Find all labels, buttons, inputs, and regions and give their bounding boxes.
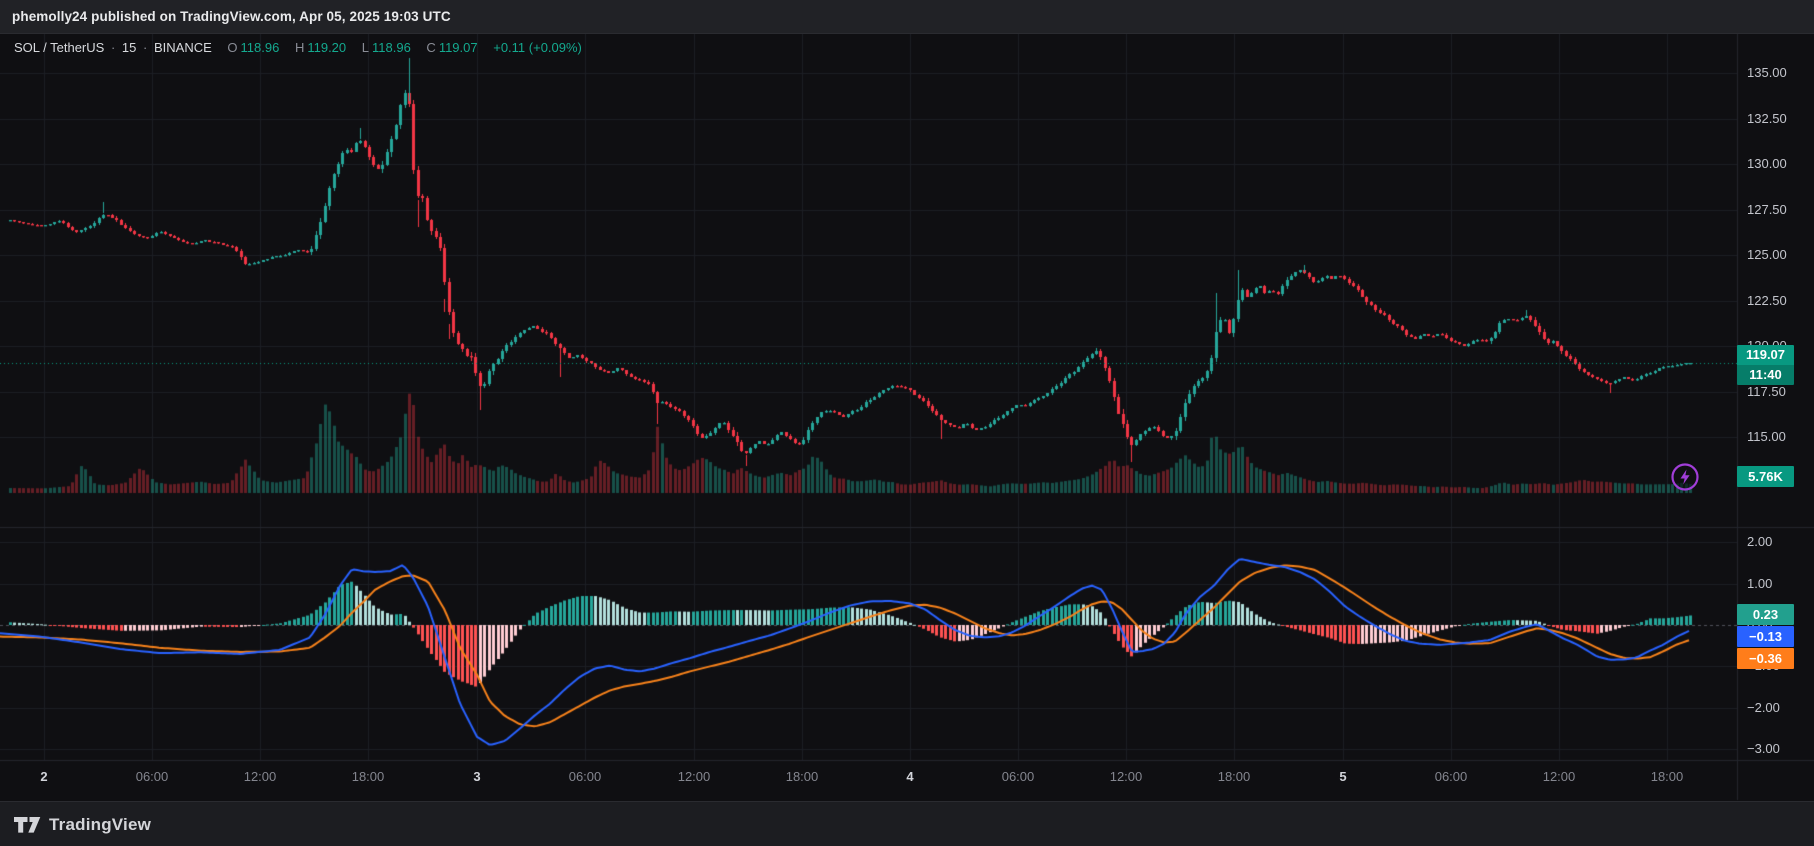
snapshot-attribution: phemolly24 published on TradingView.com,… bbox=[12, 9, 451, 24]
open-value: 118.96 bbox=[240, 40, 280, 55]
time-tick-label: 06:00 bbox=[568, 769, 602, 784]
time-tick-label: 06:00 bbox=[1001, 769, 1035, 784]
high-value: 119.20 bbox=[307, 40, 347, 55]
symbol-title[interactable]: SOL / TetherUS bbox=[14, 40, 105, 55]
time-tick-label: 12:00 bbox=[677, 769, 711, 784]
price-tick-label: 130.00 bbox=[1747, 156, 1787, 171]
last-price-value: 119.07 bbox=[1745, 347, 1786, 362]
snapshot-header-bar: phemolly24 published on TradingView.com,… bbox=[0, 0, 1814, 34]
time-tick-label: 06:00 bbox=[135, 769, 169, 784]
macd-signal-chip: −0.36 bbox=[1737, 648, 1794, 669]
time-tick-label: 18:00 bbox=[351, 769, 385, 784]
macd-tick-label: 1.00 bbox=[1747, 575, 1773, 591]
lightning-icon bbox=[1671, 463, 1699, 491]
time-tick-label: 12:00 bbox=[243, 769, 277, 784]
time-tick-label: 06:00 bbox=[1434, 769, 1468, 784]
time-tick-label: 12:00 bbox=[1542, 769, 1576, 784]
price-tick-label: 127.50 bbox=[1747, 201, 1787, 217]
time-tick-label: 3 bbox=[473, 769, 481, 784]
close-label: C bbox=[426, 40, 436, 55]
macd-line-chip: −0.13 bbox=[1737, 626, 1794, 647]
price-tick-label: 132.50 bbox=[1747, 110, 1787, 126]
last-price-chip: 119.07 11:40 bbox=[1737, 345, 1794, 385]
volume-chip: 5.76K bbox=[1737, 466, 1794, 487]
price-tick-label: 122.50 bbox=[1747, 292, 1787, 308]
price-tick-label: 125.00 bbox=[1747, 247, 1787, 262]
high-label: H bbox=[294, 40, 305, 55]
macd-tick-label: −2.00 bbox=[1747, 699, 1780, 715]
close-value: 119.07 bbox=[438, 40, 478, 55]
low-value: 118.96 bbox=[372, 40, 411, 55]
macd-tick-label: 2.00 bbox=[1747, 534, 1773, 550]
low-label: L bbox=[361, 40, 369, 55]
price-tick-label: 117.50 bbox=[1747, 383, 1786, 399]
quick-action-button[interactable] bbox=[1668, 460, 1702, 494]
time-tick-label: 18:00 bbox=[1650, 769, 1684, 784]
price-tick-label: 135.00 bbox=[1747, 65, 1787, 80]
price-tick-label: 115.00 bbox=[1747, 429, 1786, 444]
tradingview-brand-text: TradingView bbox=[49, 814, 152, 834]
time-tick-label: 5 bbox=[1339, 769, 1347, 784]
macd-hist-chip: 0.23 bbox=[1737, 604, 1794, 625]
time-tick-label: 18:00 bbox=[1217, 769, 1251, 784]
interval-label[interactable]: 15 bbox=[121, 40, 137, 55]
legend-separator: · bbox=[110, 40, 116, 55]
tradingview-logo-icon bbox=[14, 816, 41, 833]
time-tick-label: 4 bbox=[906, 769, 914, 784]
footer-bar: TradingView bbox=[0, 801, 1814, 846]
time-tick-label: 12:00 bbox=[1109, 769, 1143, 784]
legend-separator: · bbox=[143, 40, 148, 55]
change-value: +0.11 (+0.09%) bbox=[493, 40, 582, 55]
bar-countdown: 11:40 bbox=[1737, 365, 1794, 385]
macd-tick-label: −3.00 bbox=[1747, 741, 1780, 757]
time-tick-label: 2 bbox=[40, 769, 48, 784]
open-label: O bbox=[227, 40, 238, 55]
exchange-label: BINANCE bbox=[153, 40, 212, 55]
time-tick-label: 18:00 bbox=[785, 769, 819, 784]
tradingview-logo[interactable]: TradingView bbox=[14, 815, 151, 835]
